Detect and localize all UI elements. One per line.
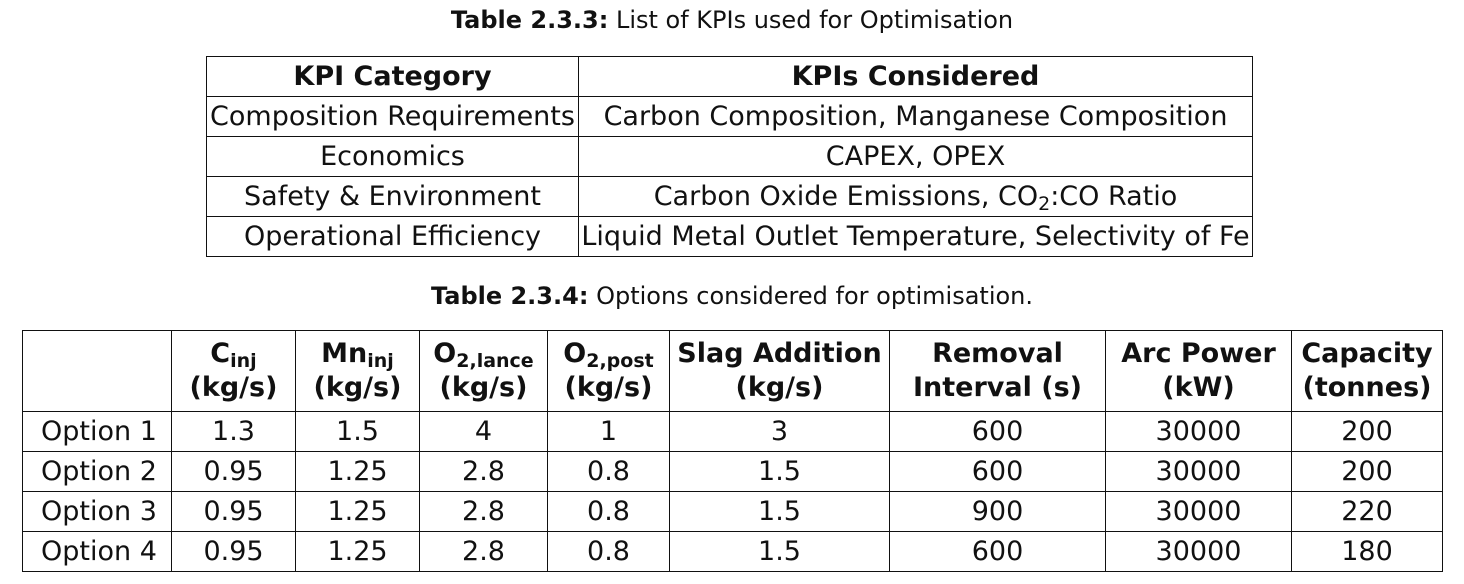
table-cell: 900: [889, 491, 1106, 532]
table-cell: 1.25: [295, 531, 420, 572]
table-cell: 220: [1291, 491, 1443, 532]
option-label: Option 3: [22, 491, 172, 532]
subscript: 2,lance: [456, 350, 534, 372]
table-row: Option 3 0.95 1.25 2.8 0.8 1.5 900 30000…: [22, 491, 1443, 532]
table-cell: 1.5: [295, 411, 420, 452]
table-row: Safety & Environment Carbon Oxide Emissi…: [206, 176, 1253, 217]
table-cell: 0.95: [171, 491, 296, 532]
table-cell: 200: [1291, 411, 1443, 452]
table-row: Option 2 0.95 1.25 2.8 0.8 1.5 600 30000…: [22, 451, 1443, 492]
table-cell: 30000: [1105, 451, 1292, 492]
table-caption-text: List of KPIs used for Optimisation: [615, 6, 1014, 34]
table-cell: 2.8: [419, 491, 548, 532]
header-empty-corner: [22, 330, 172, 412]
table-cell: 0.8: [547, 491, 670, 532]
header-capacity: Capacity (tonnes): [1291, 330, 1443, 412]
table-cell: 1.25: [295, 451, 420, 492]
header-symbol: Mn: [321, 338, 368, 369]
header-removal-interval: Removal Interval (s): [889, 330, 1106, 412]
table-cell: 2.8: [419, 531, 548, 572]
table-cell: 600: [889, 451, 1106, 492]
option-label: Option 2: [22, 451, 172, 492]
header-symbol: O: [433, 338, 457, 369]
options-table: Cinj (kg/s) Mninj (kg/s) O2,lance (kg/s)…: [22, 330, 1443, 572]
kpi-category-cell: Operational Efficiency: [206, 216, 579, 257]
table-caption-options: Table 2.3.4: Options considered for opti…: [0, 282, 1464, 310]
table-caption-text: Options considered for optimisation.: [596, 282, 1034, 310]
header-mn-inj: Mninj (kg/s): [295, 330, 420, 412]
header-unit: (kg/s): [189, 372, 278, 403]
header-o2-post: O2,post (kg/s): [547, 330, 670, 412]
table-caption-label: Table 2.3.3:: [450, 6, 609, 34]
table-cell: 4: [419, 411, 548, 452]
table-cell: 30000: [1105, 411, 1292, 452]
table-cell: 0.95: [171, 451, 296, 492]
table-header-row: Cinj (kg/s) Mninj (kg/s) O2,lance (kg/s)…: [22, 330, 1443, 412]
table-cell: 1.3: [171, 411, 296, 452]
table-cell: 180: [1291, 531, 1443, 572]
table-cell: 1.5: [669, 491, 890, 532]
table-cell: 200: [1291, 451, 1443, 492]
header-unit: (tonnes): [1302, 372, 1432, 403]
header-symbol: C: [210, 338, 231, 369]
table-cell: 1.5: [669, 451, 890, 492]
subscript: 2,post: [586, 350, 654, 372]
header-unit: (kg/s): [439, 372, 528, 403]
option-label: Option 4: [22, 531, 172, 572]
header-unit: (kg/s): [735, 372, 824, 403]
subscript: inj: [367, 350, 394, 372]
header-slag-addition: Slag Addition (kg/s): [669, 330, 890, 412]
table-cell: 2.8: [419, 451, 548, 492]
kpi-category-cell: Economics: [206, 136, 579, 177]
table-row: Operational Efficiency Liquid Metal Outl…: [206, 216, 1253, 257]
kpis-considered-cell: CAPEX, OPEX: [578, 136, 1253, 177]
header-o2-lance: O2,lance (kg/s): [419, 330, 548, 412]
header-arc-power: Arc Power (kW): [1105, 330, 1292, 412]
kpis-considered-cell: Liquid Metal Outlet Temperature, Selecti…: [578, 216, 1253, 257]
header-line1: Capacity: [1301, 338, 1433, 369]
table-cell: 600: [889, 411, 1106, 452]
header-symbol: O: [563, 338, 587, 369]
table-cell: 1: [547, 411, 670, 452]
table-cell: 600: [889, 531, 1106, 572]
table-row: Option 4 0.95 1.25 2.8 0.8 1.5 600 30000…: [22, 531, 1443, 572]
table-row: Economics CAPEX, OPEX: [206, 136, 1253, 177]
header-unit: Interval (s): [912, 372, 1083, 403]
option-label: Option 1: [22, 411, 172, 452]
table-cell: 1.25: [295, 491, 420, 532]
table-cell: 30000: [1105, 491, 1292, 532]
kpi-text-part: :CO Ratio: [1050, 180, 1178, 212]
subscript: inj: [230, 350, 257, 372]
header-kpi-category: KPI Category: [206, 56, 579, 97]
kpi-category-cell: Composition Requirements: [206, 96, 579, 137]
table-caption-label: Table 2.3.4:: [430, 282, 589, 310]
header-line1: Removal: [932, 338, 1063, 369]
kpi-category-cell: Safety & Environment: [206, 176, 579, 217]
header-line1: Arc Power: [1121, 338, 1276, 369]
header-c-inj: Cinj (kg/s): [171, 330, 296, 412]
kpi-table: KPI Category KPIs Considered Composition…: [206, 56, 1253, 257]
table-header-row: KPI Category KPIs Considered: [206, 56, 1253, 97]
table-cell: 0.8: [547, 451, 670, 492]
header-unit: (kg/s): [313, 372, 402, 403]
table-cell: 0.8: [547, 531, 670, 572]
header-unit: (kW): [1162, 372, 1235, 403]
table-caption-kpis: Table 2.3.3: List of KPIs used for Optim…: [0, 6, 1464, 34]
subscript: 2: [1038, 192, 1051, 215]
kpis-considered-cell: Carbon Oxide Emissions, CO2:CO Ratio: [578, 176, 1253, 217]
header-line1: Slag Addition: [677, 338, 882, 369]
table-cell: 0.95: [171, 531, 296, 572]
table-cell: 1.5: [669, 531, 890, 572]
table-cell: 30000: [1105, 531, 1292, 572]
table-row: Composition Requirements Carbon Composit…: [206, 96, 1253, 137]
kpi-text-part: Carbon Oxide Emissions, CO: [653, 180, 1039, 212]
header-unit: (kg/s): [564, 372, 653, 403]
kpis-considered-cell: Carbon Composition, Manganese Compositio…: [578, 96, 1253, 137]
table-cell: 3: [669, 411, 890, 452]
table-row: Option 1 1.3 1.5 4 1 3 600 30000 200: [22, 411, 1443, 452]
header-kpis-considered: KPIs Considered: [578, 56, 1253, 97]
